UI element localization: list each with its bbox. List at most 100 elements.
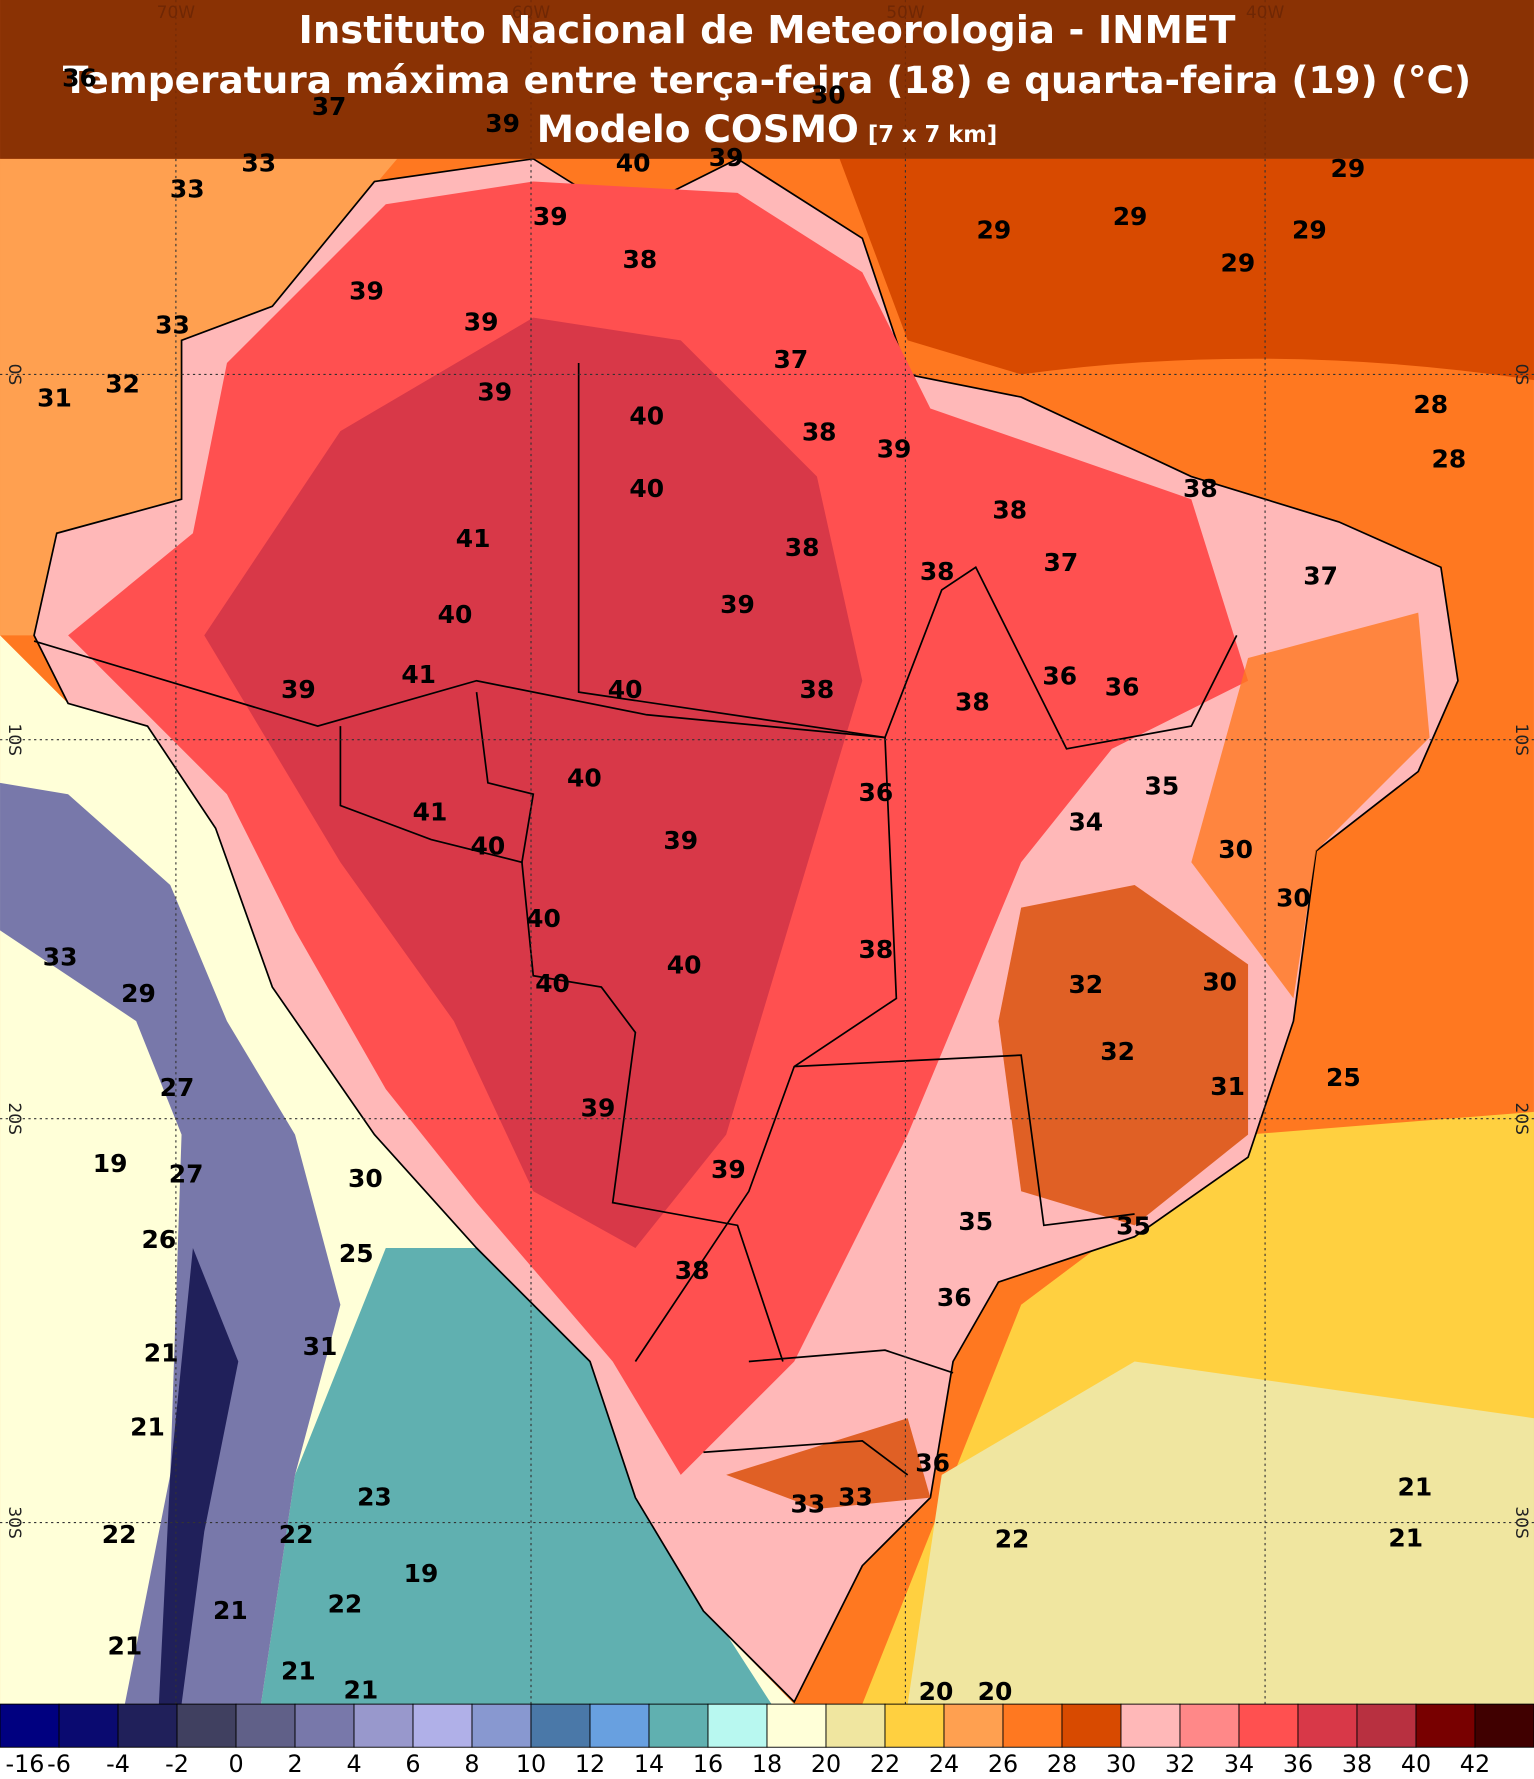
temperature-label: 35 <box>1144 771 1179 800</box>
temperature-label: 38 <box>802 417 837 446</box>
argentina-cool <box>260 1248 772 1705</box>
temperature-label: 38 <box>955 687 990 716</box>
temperature-label: 38 <box>785 533 820 562</box>
temperature-label: 40 <box>629 402 664 431</box>
colorbar-swatch <box>117 1703 178 1748</box>
temperature-label: 30 <box>1218 835 1253 864</box>
temperature-label: 21 <box>130 1412 165 1441</box>
temperature-label: 37 <box>1043 548 1078 577</box>
colorbar-label: 6 <box>405 1750 420 1778</box>
temperature-label: 40 <box>471 832 506 861</box>
latitude-label: 20S <box>4 1102 24 1134</box>
south-ocean-cool <box>907 1361 1534 1705</box>
colorbar-swatch <box>58 1703 119 1748</box>
colorbar-label: 42 <box>1460 1750 1490 1778</box>
colorbar-label: 40 <box>1401 1750 1431 1778</box>
temperature-label: 40 <box>616 149 651 178</box>
temperature-label: 39 <box>877 434 912 463</box>
temperature-label: 22 <box>328 1589 363 1618</box>
temperature-label: 33 <box>155 311 190 340</box>
colorbar-label: -6 <box>47 1750 71 1778</box>
temperature-label: 41 <box>401 660 436 689</box>
temperature-label: 39 <box>720 590 755 619</box>
temperature-label: 36 <box>1105 673 1140 702</box>
colorbar-swatch <box>412 1703 473 1748</box>
temperature-label: 34 <box>1068 808 1103 837</box>
colorbar-swatch <box>825 1703 886 1748</box>
temperature-label: 33 <box>790 1490 825 1519</box>
temperature-label: 20 <box>919 1677 954 1706</box>
temperature-label: 32 <box>1100 1037 1135 1066</box>
temperature-label: 39 <box>711 1155 746 1184</box>
latitude-label: 10S <box>4 724 24 756</box>
colorbar-swatch <box>294 1703 355 1748</box>
temperature-label: 39 <box>477 378 512 407</box>
temperature-label: 19 <box>93 1149 128 1178</box>
title: Instituto Nacional de Meteorologia - INM… <box>298 8 1236 53</box>
temperature-label: 40 <box>608 675 643 704</box>
temperature-label: 29 <box>1220 248 1255 277</box>
temperature-label: 26 <box>142 1225 177 1254</box>
temperature-label: 29 <box>977 215 1012 244</box>
temperature-label: 33 <box>170 175 205 204</box>
colorbar-swatch <box>235 1703 296 1748</box>
temperature-label: 39 <box>281 675 316 704</box>
header-band <box>0 0 1534 159</box>
colorbar-swatch <box>1061 1703 1122 1748</box>
temperature-label: 29 <box>1331 154 1366 183</box>
andes <box>0 782 341 1705</box>
latitude-label: 10S <box>1511 724 1531 756</box>
temperature-label: 40 <box>535 969 570 998</box>
colorbar-label: 32 <box>1165 1750 1195 1778</box>
colorbar-swatch <box>648 1703 709 1748</box>
temperature-label: 37 <box>312 92 347 121</box>
colorbar-label: 20 <box>811 1750 841 1778</box>
temperature-label: 30 <box>811 80 846 109</box>
colorbar-swatch <box>1120 1703 1181 1748</box>
colorbar-label: 18 <box>752 1750 782 1778</box>
temperature-label: 33 <box>838 1483 873 1512</box>
temperature-label: 30 <box>1276 884 1311 913</box>
colorbar-swatch <box>530 1703 591 1748</box>
colorbar-swatch <box>1415 1703 1476 1748</box>
temperature-label: 40 <box>438 600 473 629</box>
temperature-label: 39 <box>709 143 744 172</box>
colorbar-label: 26 <box>988 1750 1018 1778</box>
northwest-land <box>0 158 398 636</box>
colorbar-swatch <box>884 1703 945 1748</box>
colorbar-label: 34 <box>1224 1750 1254 1778</box>
colorbar-label: 10 <box>516 1750 546 1778</box>
temperature-label: 38 <box>992 496 1027 525</box>
temperature-label: 36 <box>62 63 97 92</box>
temperature-label: 38 <box>623 245 658 274</box>
colorbar-swatch <box>766 1703 827 1748</box>
temperature-label: 29 <box>1113 202 1148 231</box>
temperature-label: 38 <box>1183 474 1218 503</box>
temperature-label: 21 <box>1397 1473 1432 1502</box>
warm-ocean <box>839 158 1534 381</box>
colorbar: -16 -6 -4 -2 0 2 4 6 8 10 12 14 16 18 20 22 24 26 28 30 32 34… <box>0 1703 1534 1779</box>
colorbar-swatch <box>707 1703 768 1748</box>
temperature-label: 36 <box>937 1283 972 1312</box>
temperature-label: 21 <box>144 1339 179 1368</box>
temperature-label: 21 <box>107 1631 142 1660</box>
temperature-label: 31 <box>1210 1072 1245 1101</box>
latitude-label: 30S <box>1511 1506 1531 1538</box>
colorbar-swatch <box>1297 1703 1358 1748</box>
latitude-label: 0S <box>1511 364 1531 386</box>
latitude-label: 20S <box>1511 1102 1531 1134</box>
colorbar-swatch <box>1238 1703 1299 1748</box>
temperature-label: 33 <box>241 149 276 178</box>
temperature-label: 22 <box>995 1525 1030 1554</box>
borders <box>33 363 1238 1476</box>
temperature-label: 37 <box>773 345 808 374</box>
temperature-label: 30 <box>348 1164 383 1193</box>
colorbar-label: 0 <box>228 1750 243 1778</box>
temperature-label: 39 <box>349 277 384 306</box>
colorbar-label: 36 <box>1283 1750 1313 1778</box>
temperature-label: 39 <box>464 307 499 336</box>
colorbar-label: 22 <box>870 1750 900 1778</box>
colorbar-swatch <box>176 1703 237 1748</box>
temperature-label: 39 <box>581 1094 616 1123</box>
andes-peak <box>158 1248 239 1705</box>
